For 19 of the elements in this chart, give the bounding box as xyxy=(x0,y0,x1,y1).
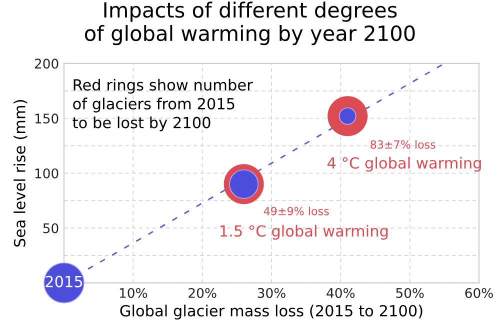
annotation: 83±7% loss xyxy=(370,140,436,149)
annotation: 1.5 °C global warming xyxy=(220,224,388,240)
y-tick-label: 50 xyxy=(43,223,58,234)
chart-title: Impacts of different degrees of global warming by year 2100 xyxy=(85,2,415,46)
y-tick-label: 200 xyxy=(34,58,58,69)
x-tick-label: 30% xyxy=(258,288,286,298)
x-tick-label: 60% xyxy=(465,288,493,298)
annotation: 2015 xyxy=(46,276,82,288)
annotation: 4 °C global warming xyxy=(327,156,481,172)
annotation: Red rings show number of glaciers from 2015 to be lost by 2100 xyxy=(72,78,253,132)
y-tick-label: 100 xyxy=(35,168,58,178)
x-tick-label: 10% xyxy=(120,288,148,298)
y-axis-title: Sea level rise (mm) xyxy=(14,100,28,247)
x-axis-title: Global glacier mass loss (2015 to 2100) xyxy=(120,304,422,320)
x-tick-label: 20% xyxy=(188,288,216,298)
x-tick-label: 40% xyxy=(326,288,355,298)
y-tick-label: 150 xyxy=(35,114,58,124)
annotation: 49±9% loss xyxy=(264,206,329,216)
x-tick-label: 50% xyxy=(396,288,424,298)
